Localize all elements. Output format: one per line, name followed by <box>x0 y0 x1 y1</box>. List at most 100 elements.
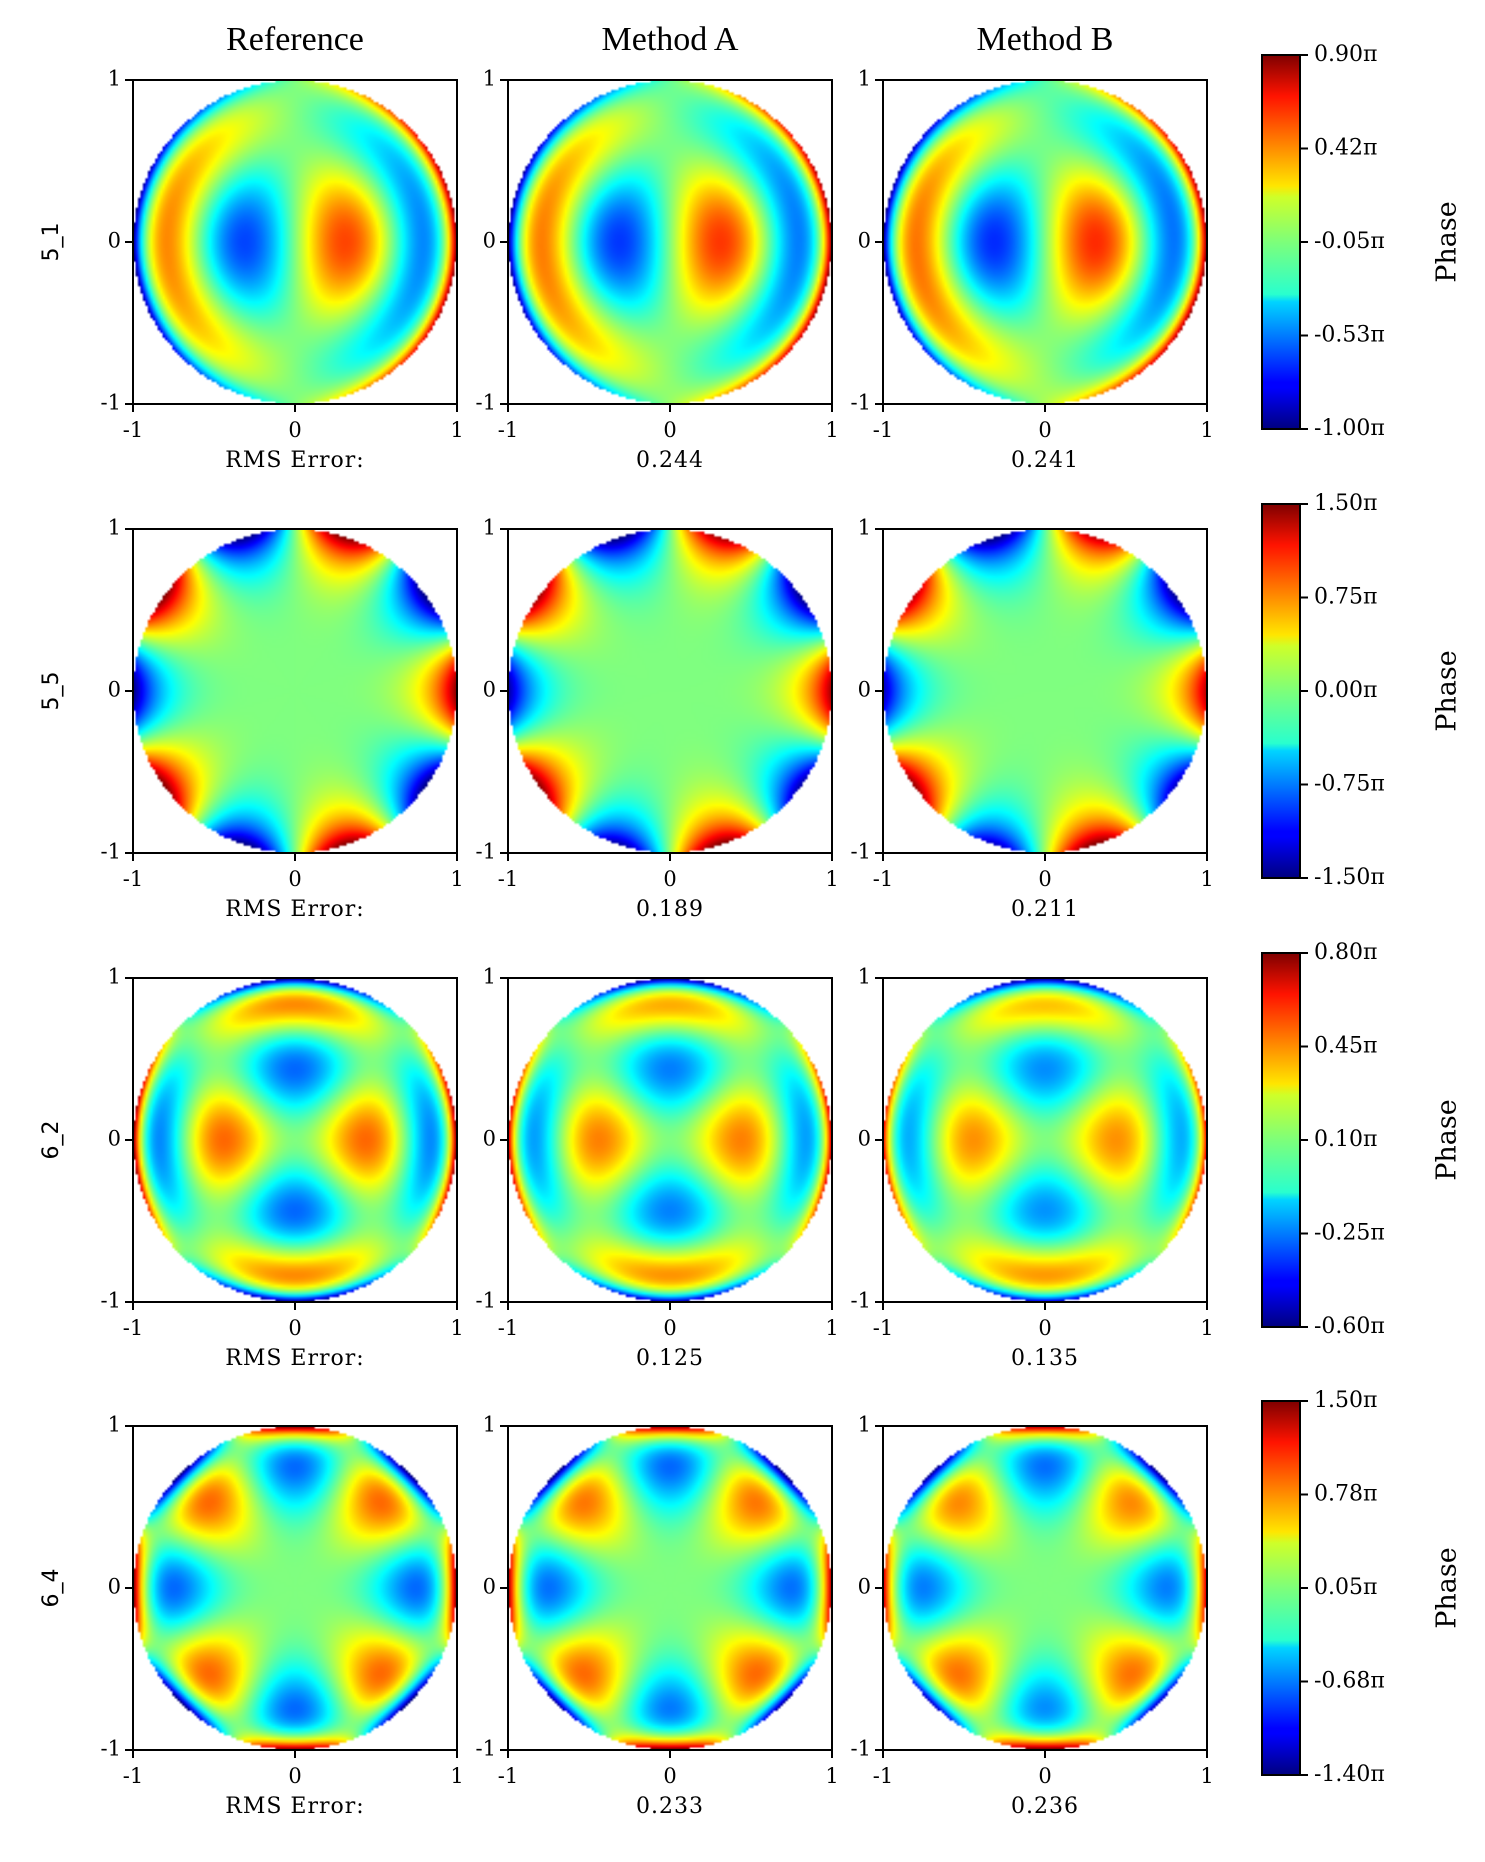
y-tick-label: 0 <box>108 1127 121 1151</box>
row-6_4: 6_4 -1 0 1 1 0 -1 RMS Error: -1 0 1 1 0 -1 0.233 -1 0 1 1 0… <box>39 1388 1463 1819</box>
colorbar-label: Phase <box>1432 201 1463 283</box>
rms-error-label: RMS Error: <box>225 1346 364 1371</box>
colorbar-tick-label: -0.53π <box>1314 323 1385 348</box>
y-tick-label: 0 <box>108 1575 121 1599</box>
y-tick-label: -1 <box>476 840 496 864</box>
column-title-method-b: Method B <box>977 21 1114 58</box>
y-tick-label: 1 <box>858 1413 871 1437</box>
rms-error-value: 0.211 <box>1011 897 1079 922</box>
row-label: 5_5 <box>39 672 64 711</box>
colorbar-tick-label: 1.50π <box>1314 491 1377 516</box>
colorbar-tick-label: 0.00π <box>1314 678 1377 703</box>
column-titles: Reference Method A Method B <box>226 21 1113 58</box>
phase-disk-heatmap <box>883 1426 1207 1750</box>
x-tick-label: 0 <box>663 1316 676 1340</box>
phase-map-panel: -1 0 1 1 0 -1 0.125 <box>476 965 839 1372</box>
y-tick-label: 1 <box>483 965 496 989</box>
x-tick-label: 1 <box>825 418 838 442</box>
y-tick-label: -1 <box>476 391 496 415</box>
column-title-reference: Reference <box>226 21 364 58</box>
phase-disk-heatmap <box>133 529 457 853</box>
phase-disk-heatmap <box>883 978 1207 1302</box>
phase-disk-heatmap <box>133 978 457 1302</box>
y-tick-label: 0 <box>108 678 121 702</box>
x-tick-label: 0 <box>1038 1316 1051 1340</box>
x-tick-label: 0 <box>663 1764 676 1788</box>
y-tick-label: 0 <box>108 229 121 253</box>
x-tick-label: -1 <box>498 1764 518 1788</box>
x-tick-label: -1 <box>498 1316 518 1340</box>
y-tick-label: 0 <box>858 1127 871 1151</box>
rms-error-value: 0.125 <box>636 1346 704 1371</box>
y-tick-label: 1 <box>108 965 121 989</box>
colorbar-tick-label: 0.10π <box>1314 1127 1377 1152</box>
rms-error-label: RMS Error: <box>225 448 364 473</box>
x-tick-label: -1 <box>873 418 893 442</box>
colorbar-tick-label: -0.75π <box>1314 772 1385 797</box>
x-tick-label: 0 <box>288 867 301 891</box>
y-tick-label: -1 <box>101 1737 121 1761</box>
x-tick-label: 1 <box>450 1764 463 1788</box>
colorbar-gradient <box>1261 503 1301 879</box>
colorbar-tick-label: -0.25π <box>1314 1221 1385 1246</box>
row-5_5: 5_5 -1 0 1 1 0 -1 RMS Error: -1 0 1 1 0 -1 0.189 -1 0 1 1 0… <box>39 491 1463 922</box>
phase-map-panel: -1 0 1 1 0 -1 0.241 <box>851 67 1214 474</box>
colorbar-tick-label: 0.42π <box>1314 136 1377 161</box>
colorbar-label: Phase <box>1432 1099 1463 1181</box>
phase-map-panel: -1 0 1 1 0 -1 RMS Error: <box>101 965 464 1372</box>
x-tick-label: 1 <box>1200 1764 1213 1788</box>
y-tick-label: 1 <box>108 1413 121 1437</box>
y-tick-label: -1 <box>851 1737 871 1761</box>
phase-disk-heatmap <box>508 529 832 853</box>
phase-map-panel: -1 0 1 1 0 -1 0.211 <box>851 516 1214 923</box>
x-tick-label: 0 <box>663 418 676 442</box>
colorbar-tick-label: -1.00π <box>1314 416 1385 441</box>
y-tick-label: 0 <box>483 1127 496 1151</box>
rms-error-value: 0.135 <box>1011 1346 1079 1371</box>
rms-error-value: 0.189 <box>636 897 704 922</box>
colorbar-label: Phase <box>1432 1547 1463 1629</box>
y-tick-label: 1 <box>108 516 121 540</box>
rms-error-value: 0.244 <box>636 448 704 473</box>
x-tick-label: -1 <box>123 1316 143 1340</box>
y-tick-label: 0 <box>483 229 496 253</box>
phase-disk-heatmap <box>883 529 1207 853</box>
row-label: 5_1 <box>39 223 64 262</box>
x-tick-label: 0 <box>288 1764 301 1788</box>
row-label: 6_4 <box>39 1569 64 1608</box>
column-title-method-a: Method A <box>602 21 739 58</box>
colorbar: 0.80π 0.45π 0.10π -0.25π -0.60π Phase <box>1261 940 1463 1339</box>
row-6_2: 6_2 -1 0 1 1 0 -1 RMS Error: -1 0 1 1 0 -1 0.125 -1 0 1 1 0… <box>39 940 1463 1371</box>
rms-error-value: 0.241 <box>1011 448 1079 473</box>
colorbar-tick-label: -0.05π <box>1314 229 1385 254</box>
colorbar: 1.50π 0.75π 0.00π -0.75π -1.50π Phase <box>1261 491 1463 890</box>
rms-error-label: RMS Error: <box>225 1794 364 1819</box>
x-tick-label: 1 <box>825 1764 838 1788</box>
colorbar-gradient <box>1261 1400 1301 1776</box>
phase-map-panel: -1 0 1 1 0 -1 0.233 <box>476 1413 839 1820</box>
y-tick-label: 0 <box>858 229 871 253</box>
y-tick-label: 0 <box>858 678 871 702</box>
x-tick-label: 0 <box>288 418 301 442</box>
y-tick-label: -1 <box>851 391 871 415</box>
colorbar-tick-label: 0.75π <box>1314 585 1377 610</box>
x-tick-label: 0 <box>1038 418 1051 442</box>
x-tick-label: -1 <box>873 1316 893 1340</box>
y-tick-label: 0 <box>483 1575 496 1599</box>
colorbar-tick-label: -1.50π <box>1314 865 1385 890</box>
y-tick-label: 1 <box>858 516 871 540</box>
phase-map-panel: -1 0 1 1 0 -1 0.244 <box>476 67 839 474</box>
phase-disk-heatmap <box>133 1426 457 1750</box>
colorbar-tick-label: -0.60π <box>1314 1314 1385 1339</box>
phase-disk-heatmap <box>508 978 832 1302</box>
rms-error-value: 0.233 <box>636 1794 704 1819</box>
colorbar-gradient <box>1261 952 1301 1328</box>
x-tick-label: 0 <box>1038 867 1051 891</box>
rows-layer: 5_1 -1 0 1 1 0 -1 RMS Error: -1 0 1 1 0 -1 0.244 -1 0 1 1 0… <box>39 42 1463 1819</box>
x-tick-label: 1 <box>1200 418 1213 442</box>
x-tick-label: 0 <box>1038 1764 1051 1788</box>
y-tick-label: 1 <box>858 67 871 91</box>
y-tick-label: -1 <box>476 1289 496 1313</box>
phase-map-panel: -1 0 1 1 0 -1 0.236 <box>851 1413 1214 1820</box>
y-tick-label: -1 <box>476 1737 496 1761</box>
